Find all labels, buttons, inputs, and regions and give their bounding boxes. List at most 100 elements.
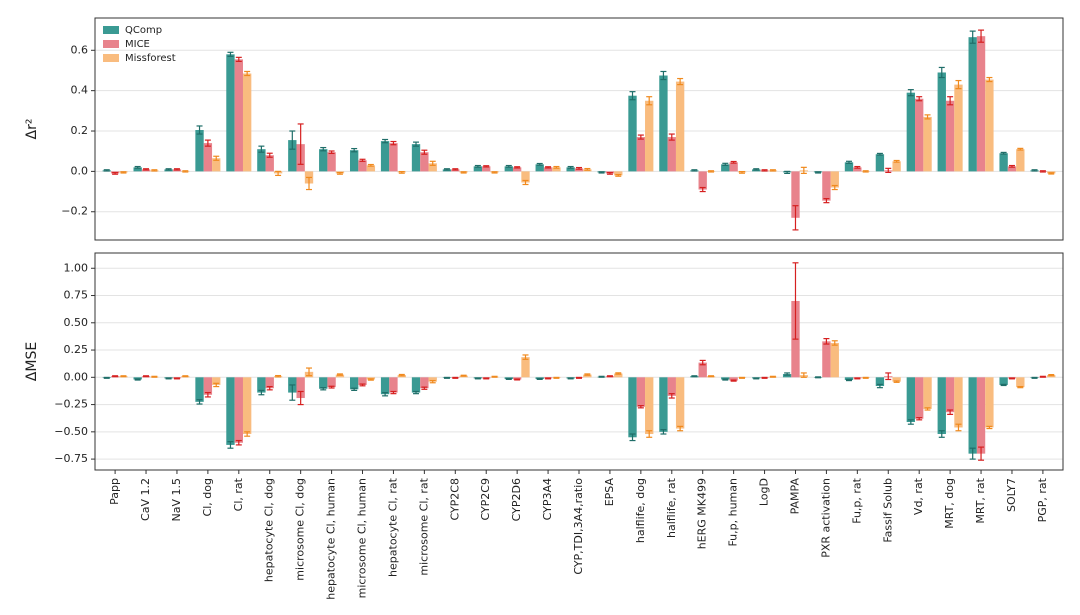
error-bar: [514, 378, 521, 381]
error-bar: [143, 375, 150, 378]
error-bar: [545, 166, 552, 169]
error-bar: [244, 70, 251, 77]
bar: [389, 377, 398, 393]
bar: [968, 37, 977, 172]
error-bar: [845, 160, 852, 164]
legend-swatch: [103, 26, 119, 34]
error-bar: [134, 378, 141, 381]
x-tick-label: CYP2C9: [479, 478, 492, 521]
bar: [906, 92, 916, 172]
bar: [380, 141, 390, 172]
bar: [358, 160, 367, 172]
error-bar: [576, 166, 582, 170]
error-bar: [969, 30, 976, 44]
error-bar: [893, 159, 900, 163]
error-bar: [204, 391, 211, 398]
error-bar: [413, 390, 420, 395]
error-bar: [413, 141, 420, 147]
y-axis-label: ΔMSE: [24, 342, 40, 381]
y-tick-label: 0.75: [64, 289, 89, 302]
error-bar: [567, 377, 574, 380]
y-tick-label: −0.2: [61, 205, 88, 218]
bar: [875, 377, 885, 387]
error-bar: [258, 145, 265, 153]
error-bar: [629, 91, 636, 101]
error-bar: [792, 205, 799, 231]
x-tick-label: halflife, dog: [634, 478, 647, 543]
bar: [844, 377, 854, 381]
error-bar: [738, 376, 745, 379]
error-bar: [491, 171, 498, 174]
error-bar: [483, 377, 490, 380]
bar: [420, 152, 429, 172]
error-bar: [382, 138, 389, 144]
error-bar: [753, 377, 760, 380]
error-bar: [938, 430, 945, 438]
bar: [226, 377, 235, 445]
bar: [729, 162, 738, 172]
error-bar: [306, 176, 313, 191]
bar: [411, 144, 421, 172]
error-bar: [668, 133, 675, 141]
bar: [906, 377, 916, 423]
error-bar: [1008, 164, 1015, 168]
error-bar: [730, 379, 737, 382]
error-bar: [699, 186, 706, 193]
bar: [667, 377, 676, 396]
error-bar: [545, 377, 552, 380]
error-bar: [103, 169, 110, 172]
error-bar: [986, 425, 993, 430]
bar: [822, 171, 831, 201]
x-tick-label: hepatocyte Cl, human: [325, 478, 338, 600]
bar: [892, 161, 901, 172]
x-tick-label: microsome Cl, rat: [417, 477, 430, 575]
error-bar: [320, 387, 327, 391]
error-bar: [289, 384, 296, 401]
error-bar: [924, 114, 931, 120]
error-bar: [893, 380, 900, 383]
bar: [380, 377, 390, 395]
error-bar: [460, 374, 467, 377]
bar: [288, 140, 297, 172]
error-bar: [213, 382, 220, 388]
error-bar: [297, 390, 304, 406]
bar: [1016, 149, 1025, 172]
error-bar: [969, 447, 976, 460]
error-bar: [1000, 383, 1007, 387]
error-bar: [876, 152, 883, 156]
error-bar: [367, 378, 374, 381]
bar: [512, 167, 522, 172]
error-bar: [421, 149, 428, 155]
bar: [667, 137, 676, 172]
error-bar: [328, 385, 335, 389]
error-bar: [1031, 169, 1038, 172]
error-bar: [452, 376, 459, 379]
x-tick-label: Vd, rat: [912, 477, 925, 515]
error-bar: [907, 419, 914, 425]
error-bar: [722, 378, 729, 381]
x-tick-label: PXR activation: [819, 478, 832, 558]
error-bar: [691, 375, 698, 378]
error-bar: [443, 168, 450, 171]
bar: [628, 95, 637, 172]
legend-swatch: [103, 40, 119, 48]
error-bar: [1039, 170, 1046, 173]
bar: [698, 171, 707, 190]
bar: [923, 116, 932, 172]
error-bar: [1048, 373, 1055, 377]
error-bar: [112, 375, 119, 378]
bar: [937, 377, 946, 435]
x-tick-label: NaV 1.5: [170, 478, 183, 521]
y-tick-label: 0.00: [64, 370, 89, 383]
x-tick-label: hepatocyte Cl, dog: [263, 478, 276, 582]
legend-label: Missforest: [125, 53, 176, 64]
error-bar: [351, 147, 358, 153]
error-bar: [722, 162, 729, 166]
error-bar: [204, 139, 211, 147]
error-bar: [907, 89, 914, 97]
error-bar: [143, 168, 150, 171]
x-tick-label: SOLY7: [1005, 478, 1018, 512]
error-bar: [266, 152, 273, 158]
error-bar: [800, 166, 807, 174]
error-bar: [336, 373, 343, 376]
